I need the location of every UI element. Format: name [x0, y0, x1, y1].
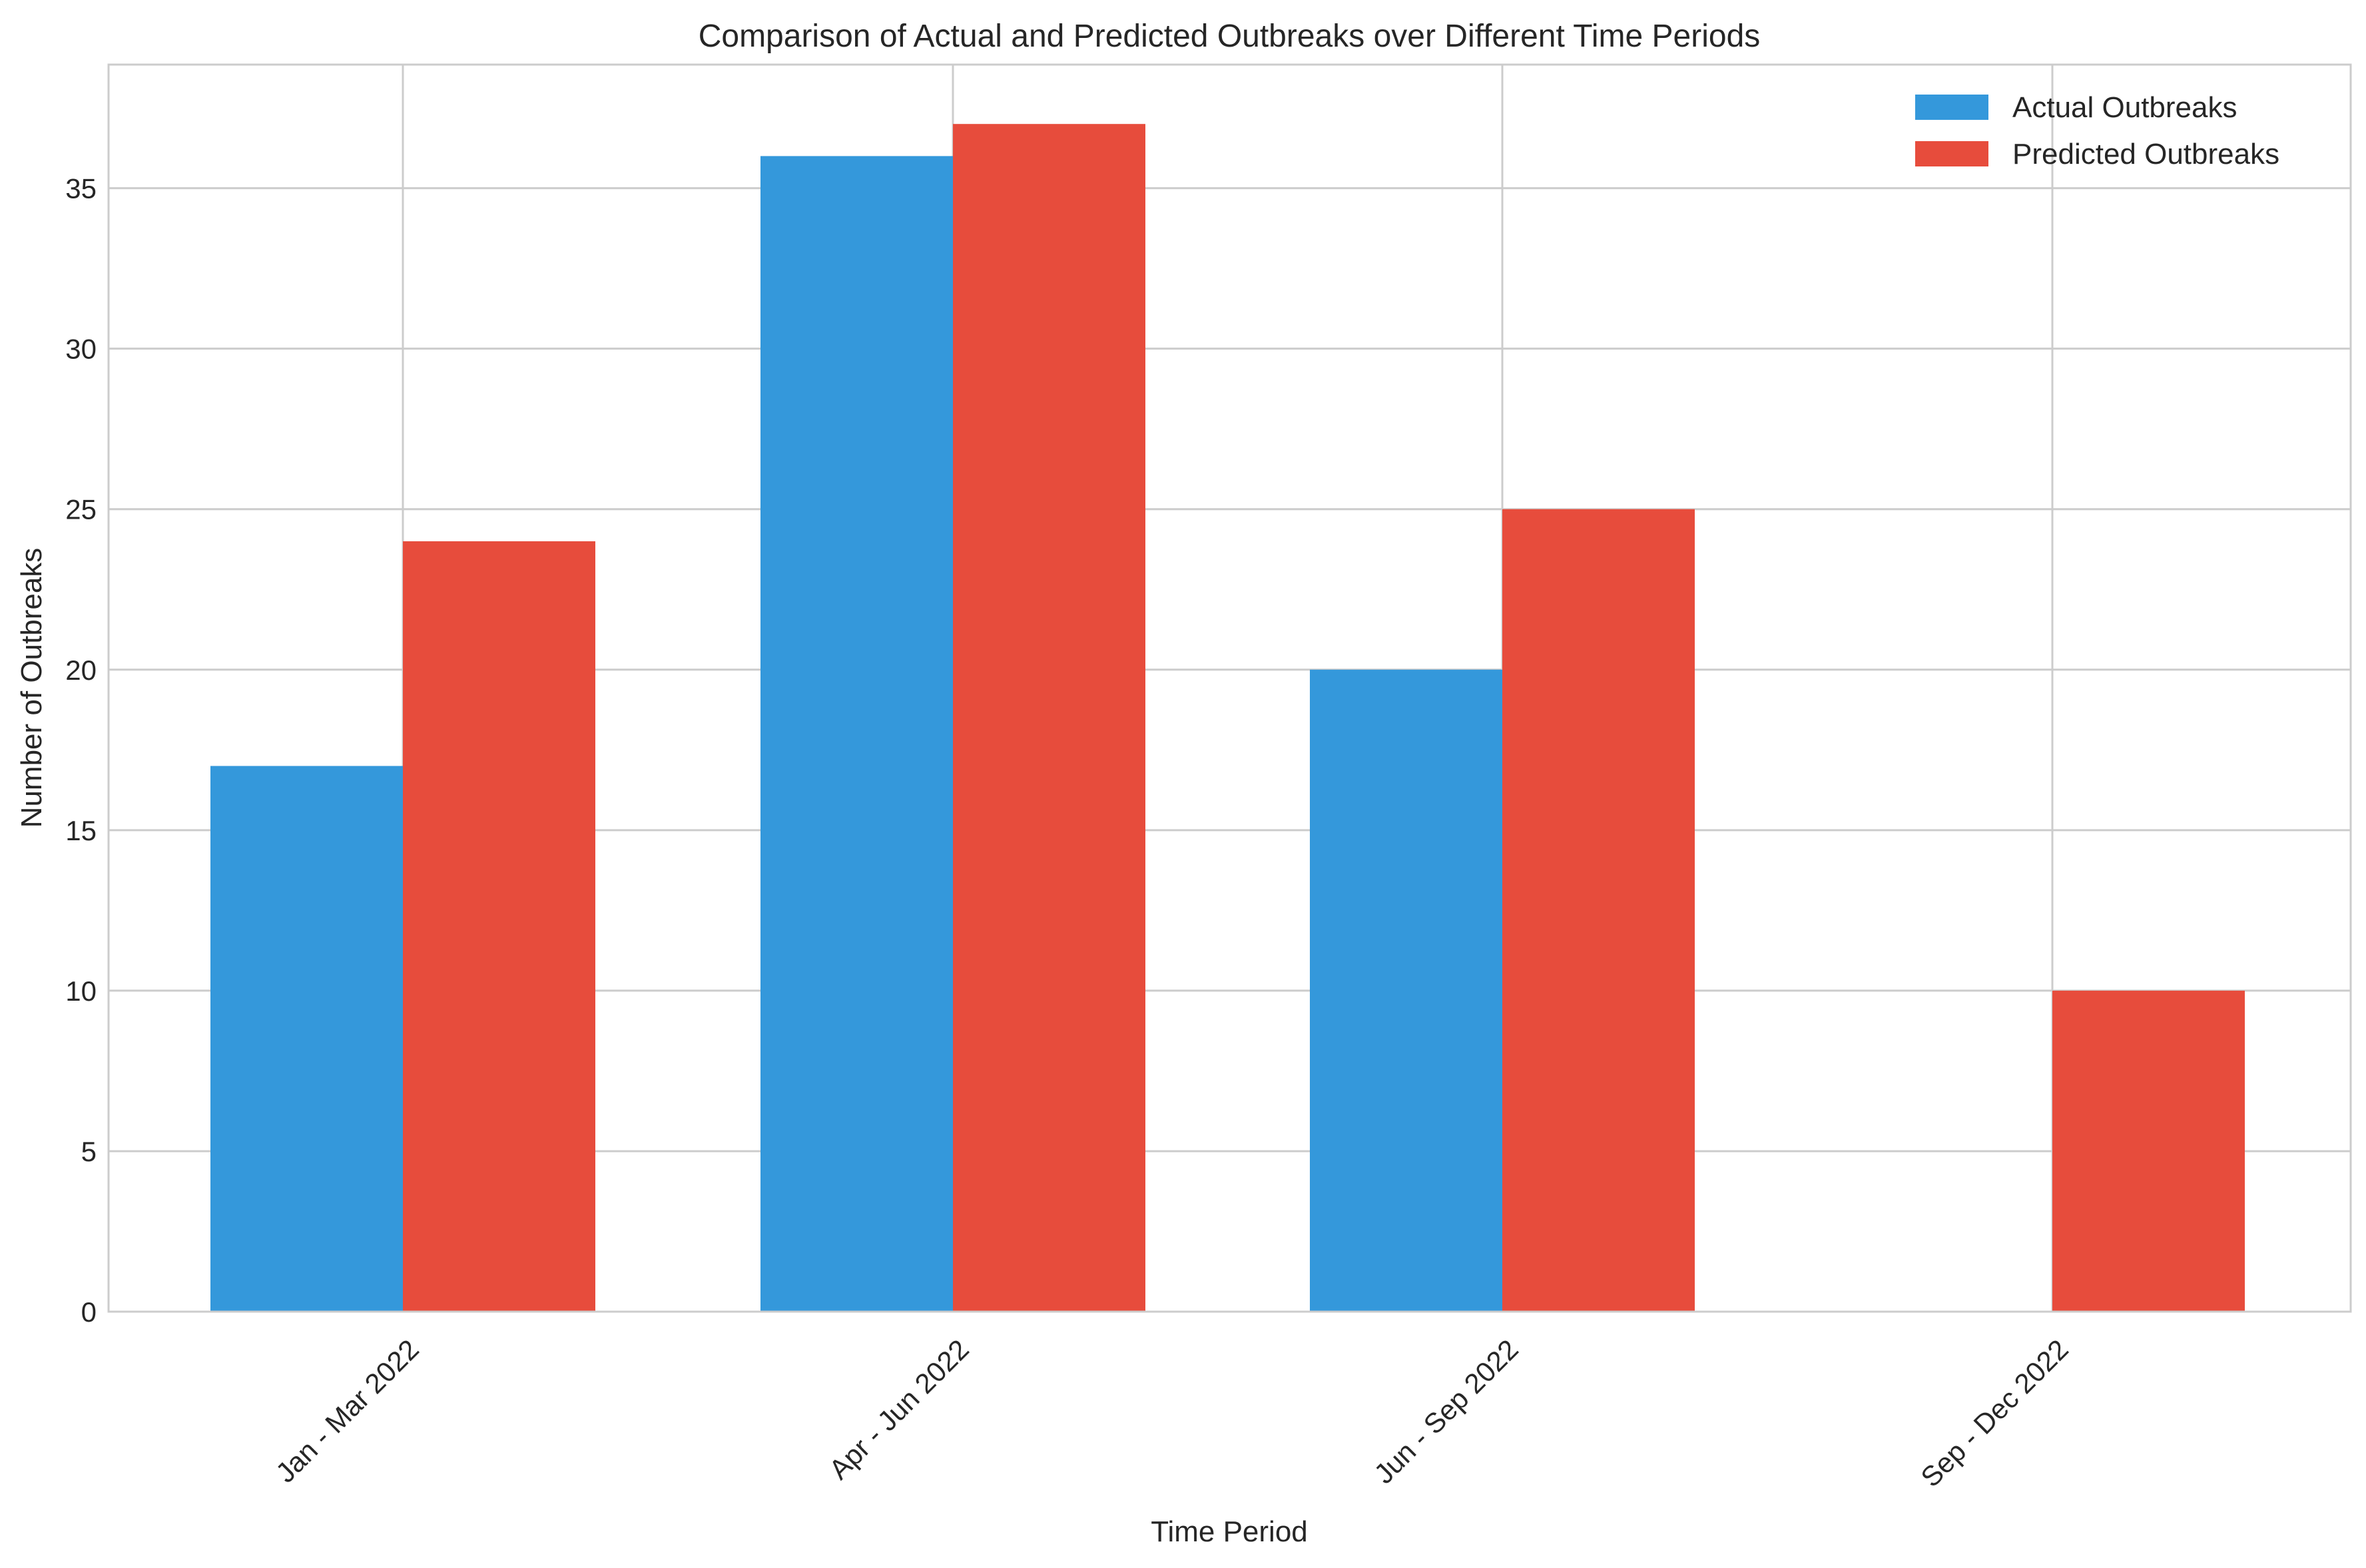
x-tick-label: Sep - Dec 2022	[1915, 1334, 2074, 1493]
bar-predicted-3	[2052, 990, 2245, 1312]
y-tick-label: 30	[65, 334, 97, 365]
bar-predicted-2	[1502, 509, 1695, 1312]
y-axis-label: Number of Outbreaks	[15, 548, 48, 828]
x-axis-label: Time Period	[1151, 1515, 1308, 1548]
legend: Actual Outbreaks Predicted Outbreaks	[1915, 91, 2279, 170]
y-tick-label: 15	[65, 815, 97, 846]
legend-swatch-actual	[1915, 95, 1988, 120]
x-tick-label: Jan - Mar 2022	[270, 1334, 425, 1489]
x-tick-label: Apr - Jun 2022	[823, 1334, 975, 1485]
legend-label-predicted: Predicted Outbreaks	[2012, 138, 2279, 170]
bar-actual-0	[210, 766, 403, 1312]
bar-actual-1	[760, 156, 953, 1312]
y-tick-label: 5	[81, 1136, 97, 1167]
x-axis-ticks: Jan - Mar 2022 Apr - Jun 2022 Jun - Sep 20…	[270, 1334, 2074, 1493]
y-tick-label: 25	[65, 494, 97, 525]
x-tick-label: Jun - Sep 2022	[1368, 1334, 1524, 1490]
y-axis-ticks: 0 5 10 15 20 25 30 35	[65, 173, 97, 1328]
y-tick-label: 0	[81, 1296, 97, 1328]
plot-frame	[107, 63, 2352, 1313]
legend-label-actual: Actual Outbreaks	[2012, 91, 2237, 124]
bar-actual-2	[1310, 669, 1502, 1312]
legend-swatch-predicted	[1915, 141, 1988, 166]
y-tick-label: 10	[65, 975, 97, 1007]
chart-title: Comparison of Actual and Predicted Outbr…	[699, 19, 1761, 54]
y-tick-label: 35	[65, 173, 97, 204]
bar-predicted-1	[953, 124, 1145, 1312]
bar-predicted-0	[403, 541, 595, 1312]
y-tick-label: 20	[65, 654, 97, 686]
bars	[210, 124, 2245, 1312]
